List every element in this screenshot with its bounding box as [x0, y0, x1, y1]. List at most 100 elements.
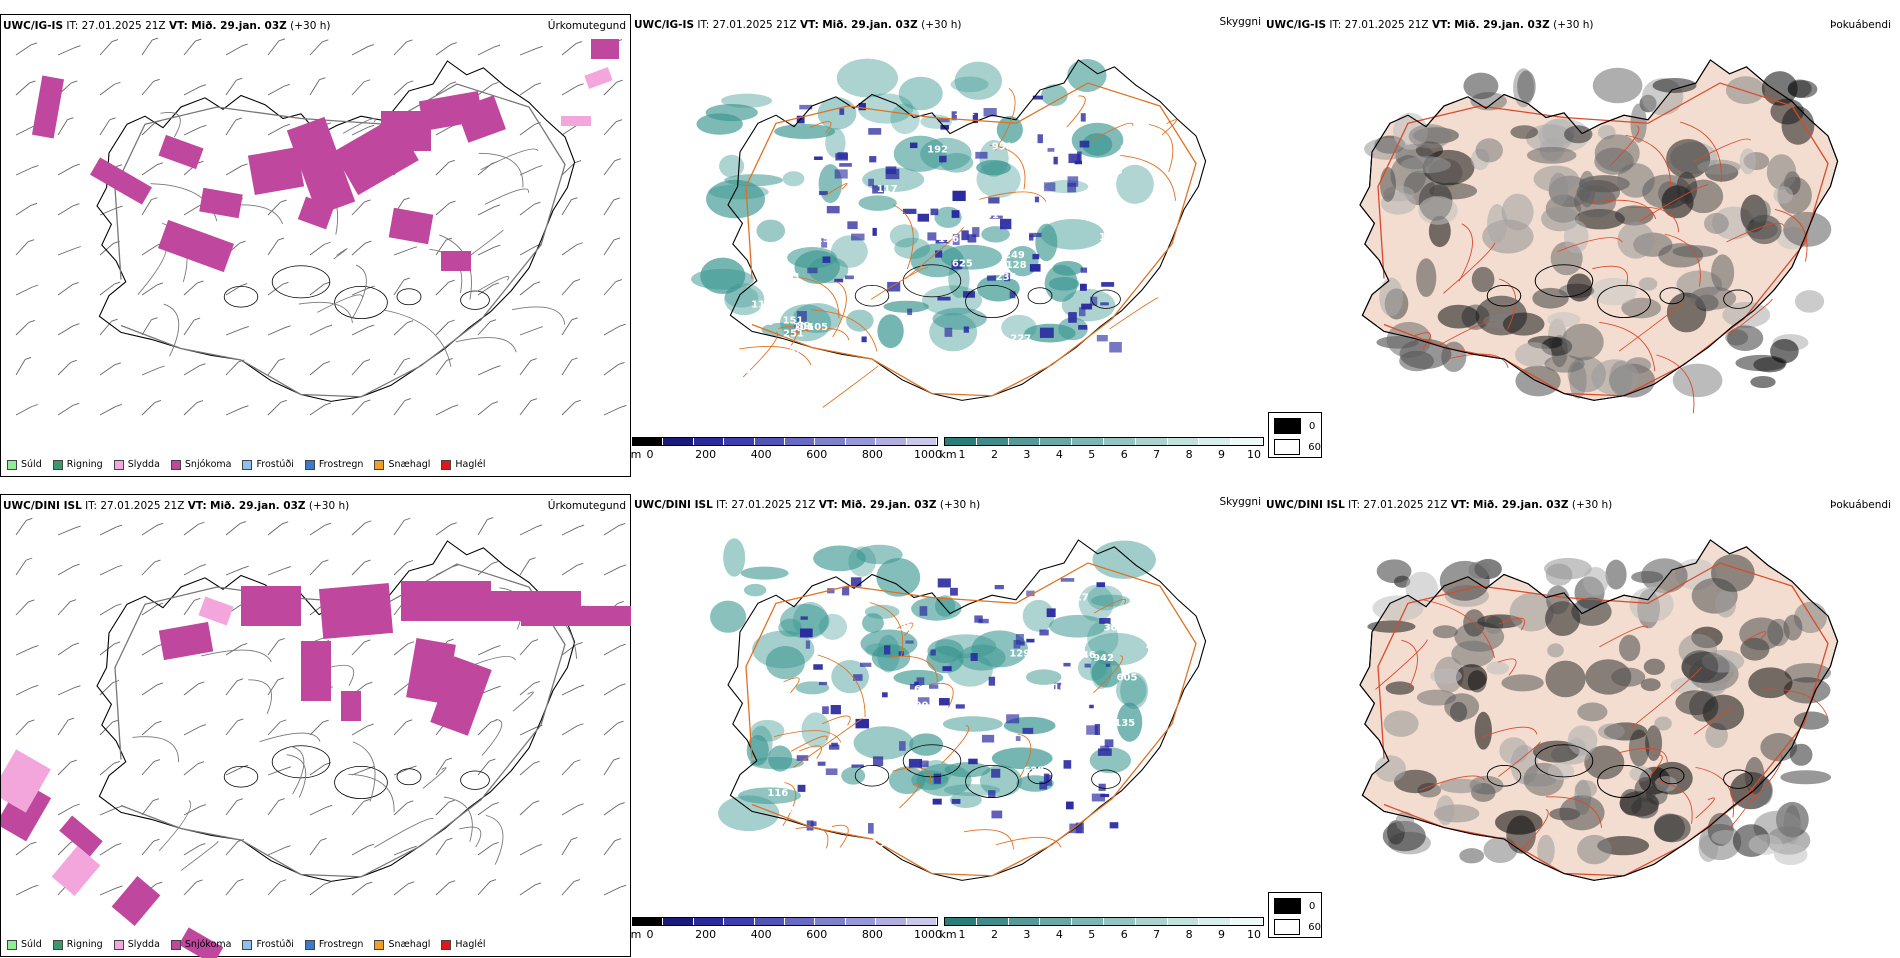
scale-segment [1231, 918, 1263, 925]
scale-segment [906, 438, 938, 445]
scale-tick: 4 [1055, 928, 1063, 941]
cloud-height-label: 37 [788, 345, 802, 356]
scale-segment [663, 438, 694, 445]
scale-tick: 800 [861, 448, 883, 461]
precip-legend: Súld Rigning Slydda Snjókoma Frostúði Frostre… [7, 939, 486, 950]
scale-segment [1072, 438, 1104, 445]
scale-segment [1040, 918, 1073, 925]
scale-tick: 10 [1247, 448, 1261, 461]
scale-tick: 0 [646, 448, 654, 461]
fog-legend-value: 0 [1309, 420, 1316, 432]
scale-tick: 7 [1153, 448, 1161, 461]
wind-barbs [15, 37, 627, 416]
cloud-base-scale: m 0 200 400 600 800 1000 [631, 917, 942, 941]
scale-tick: 6 [1120, 448, 1128, 461]
cloud-base-field [796, 577, 1119, 834]
legend-label: Snjókoma [184, 939, 232, 950]
iceland-coastline [727, 59, 1207, 401]
fog-panel-dini: UWC/DINI ISL IT: 27.01.2025 21Z VT: Mið.… [1264, 494, 1895, 957]
scale-tick: 400 [750, 448, 772, 461]
scale-segment [945, 918, 977, 925]
legend-item: Rigning [52, 459, 103, 470]
road-network [738, 82, 1197, 408]
legend-item: Snæhagl [374, 939, 430, 950]
cloud-height-label: 625 [952, 258, 973, 269]
legend-item: Frostúði [242, 939, 294, 950]
scale-tick: 600 [806, 448, 828, 461]
scale-tick: 600 [806, 928, 828, 941]
scale-segment [754, 918, 786, 925]
cloud-height-label: 190 [908, 700, 929, 711]
cloud-height-label: 260 [911, 807, 932, 818]
scale-bar [632, 917, 938, 926]
legend-item: Haglél [441, 939, 486, 950]
cloud-height-label: 211 [780, 272, 801, 283]
legend-swatch [52, 459, 63, 470]
precip-map-ig-is [15, 37, 627, 416]
snowfall-area [1, 581, 631, 958]
fog-legend-swatch [1274, 919, 1301, 935]
scale-segment [633, 438, 664, 445]
cloud-height-label: 95 [769, 303, 783, 314]
sleet-area [561, 67, 613, 126]
legend-label: Rigning [66, 459, 103, 470]
scale-segment [693, 918, 725, 925]
legend-item: Slydda [113, 459, 160, 470]
legend-label: Haglél [455, 939, 486, 950]
fog-legend-value: 60 [1308, 441, 1321, 453]
road-network [745, 562, 1197, 877]
cloud-height-label: 353 [897, 814, 918, 825]
scale-tick: 400 [750, 928, 772, 941]
scale-segment [845, 918, 877, 925]
scale-tick: 1000 [914, 448, 942, 461]
scale-tick: 5 [1088, 928, 1096, 941]
cloud-height-label: 110 [845, 652, 866, 663]
fog-legend-row: 60 [1274, 919, 1321, 935]
fog-legend: 0 60 [1268, 892, 1322, 938]
fog-legend-swatch [1274, 439, 1301, 455]
scale-unit: km [939, 928, 957, 941]
legend-swatch [374, 459, 385, 470]
panel-header: UWC/DINI ISL IT: 27.01.2025 21Z VT: Mið.… [634, 499, 981, 511]
road-network [1377, 82, 1829, 414]
scale-segment [876, 438, 907, 445]
scale-tick: 3 [1023, 928, 1031, 941]
cloud-height-label: 167 [1053, 683, 1074, 694]
cloud-height-label: 129 [1009, 649, 1030, 660]
scale-tick: 1000 [914, 928, 942, 941]
scale-bar [944, 437, 1264, 446]
scale-segment [976, 918, 1009, 925]
cloud-visibility-panel-ig-is: 951 625 145 176 128 151 192 272 195 114 165 81 259 24… [632, 14, 1263, 477]
legend-item: Snæhagl [374, 459, 430, 470]
cloud-height-label: 62 [780, 804, 794, 815]
cloud-height-label: 360 [1104, 623, 1125, 634]
panel-header: UWC/IG-IS IT: 27.01.2025 21Z VT: Mið. 29… [3, 20, 331, 32]
scale-segment [815, 918, 846, 925]
scale-labels: km 1 2 3 4 5 6 7 8 9 10 [939, 928, 1264, 941]
legend-label: Rigning [66, 939, 103, 950]
precip-map-dini [1, 517, 631, 958]
cloud-height-label: 379 [921, 808, 942, 819]
cloud-base-scale: m 0 200 400 600 800 1000 [631, 437, 942, 461]
scale-segment [1008, 918, 1041, 925]
fog-legend-value: 0 [1309, 900, 1316, 912]
cloud-height-label: 107 [1032, 154, 1053, 165]
cloud-height-label: 951 [992, 142, 1013, 153]
scale-segment [785, 438, 816, 445]
cloud-height-label: 151 [783, 316, 804, 327]
scale-segment [815, 438, 846, 445]
scale-labels: km 1 2 3 4 5 6 7 8 9 10 [939, 448, 1264, 461]
scale-segment [1040, 438, 1073, 445]
scale-tick: 10 [1247, 928, 1261, 941]
cloud-height-label: 165 [1102, 166, 1123, 177]
fog-legend: 0 60 [1268, 412, 1322, 458]
scale-segment [1167, 918, 1200, 925]
param-label: Skyggni [1219, 16, 1262, 28]
cloud-height-label: 153 [871, 839, 892, 850]
scale-tick: 3 [1023, 448, 1031, 461]
fog-indicator-field [1367, 554, 1832, 867]
legend-item: Frostregn [304, 459, 363, 470]
fog-legend-swatch [1274, 898, 1301, 914]
cloud-height-label: 135 [1114, 718, 1135, 729]
precip-type-panel-ig-is: UWC/IG-IS IT: 27.01.2025 21Z VT: Mið. 29… [0, 14, 631, 477]
